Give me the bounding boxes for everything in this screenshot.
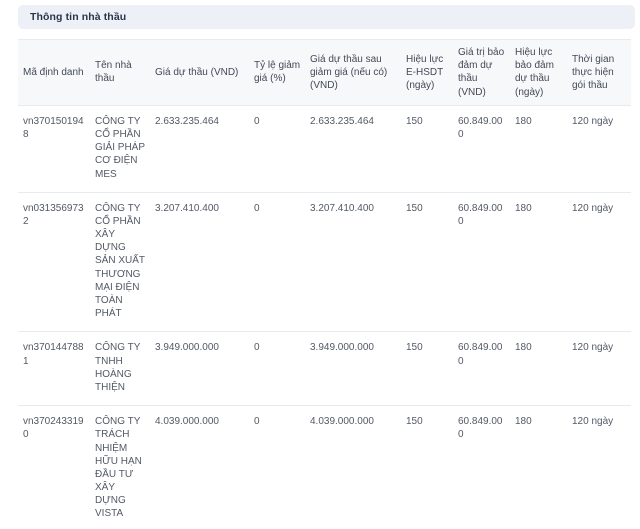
column-header-guarantee_value: Giá trị bảo đảm dự thầu (VND) — [454, 39, 511, 106]
cell-name: CÔNG TY TNHH HOÀNG THIỆN — [91, 331, 151, 407]
cell-ehsdt_validity: 150 — [402, 405, 454, 529]
cell-ehsdt_validity: 150 — [402, 105, 454, 193]
cell-duration: 120 ngày — [568, 331, 631, 407]
table-row: vn3701447881 CÔNG TY TNHH HOÀNG THIỆN 3.94… — [18, 331, 631, 407]
column-header-ehsdt_validity: Hiệu lực E-HSDT (ngày) — [402, 39, 454, 106]
cell-guarantee_validity: 180 — [511, 331, 568, 407]
cell-bid_price: 3.949.000.000 — [151, 331, 250, 407]
cell-ehsdt_validity: 150 — [402, 192, 454, 333]
cell-duration: 120 ngày — [568, 405, 631, 529]
cell-guarantee_value: 60.849.000 — [454, 405, 511, 529]
contractor-info-table: Mã định danh Tên nhà thầu Giá dự thầu (VND… — [18, 39, 631, 529]
cell-discount_rate: 0 — [250, 192, 306, 333]
cell-price_after_discount: 3.207.410.400 — [306, 192, 402, 333]
table-row: vn3702433190 CÔNG TY TRÁCH NHIỆM HỮU HẠN … — [18, 405, 631, 529]
column-header-bid_price: Giá dự thầu (VND) — [151, 39, 250, 106]
table-header-row: Mã định danh Tên nhà thầu Giá dự thầu (VND… — [18, 39, 631, 106]
cell-guarantee_value: 60.849.000 — [454, 105, 511, 193]
contractor-table: Mã định danh Tên nhà thầu Giá dự thầu (VND… — [18, 39, 632, 529]
panel-header: Thông tin nhà thầu — [18, 5, 635, 29]
table-row: vn0313569732 CÔNG TY CỔ PHẦN XÂY DỰNG SẢN… — [18, 192, 631, 333]
cell-id: vn3701501948 — [18, 105, 91, 193]
cell-guarantee_validity: 180 — [511, 192, 568, 333]
column-header-id: Mã định danh — [18, 39, 91, 106]
column-header-price_after_discount: Giá dự thầu sau giảm giá (nếu có) (VND) — [306, 39, 402, 106]
cell-bid_price: 3.207.410.400 — [151, 192, 250, 333]
cell-name: CÔNG TY TRÁCH NHIỆM HỮU HẠN ĐẦU TƯ XÂY D… — [91, 405, 151, 529]
cell-price_after_discount: 4.039.000.000 — [306, 405, 402, 529]
cell-guarantee_validity: 180 — [511, 405, 568, 529]
cell-discount_rate: 0 — [250, 405, 306, 529]
cell-price_after_discount: 3.949.000.000 — [306, 331, 402, 407]
cell-name: CÔNG TY CỔ PHẦN GIẢI PHÁP CƠ ĐIỆN MES — [91, 105, 151, 193]
cell-ehsdt_validity: 150 — [402, 331, 454, 407]
cell-discount_rate: 0 — [250, 331, 306, 407]
cell-guarantee_value: 60.849.000 — [454, 331, 511, 407]
cell-bid_price: 2.633.235.464 — [151, 105, 250, 193]
panel-title: Thông tin nhà thầu — [30, 11, 127, 23]
cell-guarantee_validity: 180 — [511, 105, 568, 193]
cell-duration: 120 ngày — [568, 105, 631, 193]
table-row: vn3701501948 CÔNG TY CỔ PHẦN GIẢI PHÁP CƠ… — [18, 105, 631, 193]
column-header-name: Tên nhà thầu — [91, 39, 151, 106]
cell-discount_rate: 0 — [250, 105, 306, 193]
cell-id: vn0313569732 — [18, 192, 91, 333]
column-header-duration: Thời gian thực hiện gói thầu — [568, 39, 631, 106]
cell-name: CÔNG TY CỔ PHẦN XÂY DỰNG SẢN XUẤT THƯƠNG… — [91, 192, 151, 333]
column-header-guarantee_validity: Hiệu lực bảo đảm dự thầu (ngày) — [511, 39, 568, 106]
cell-guarantee_value: 60.849.000 — [454, 192, 511, 333]
cell-id: vn3702433190 — [18, 405, 91, 529]
cell-duration: 120 ngày — [568, 192, 631, 333]
cell-price_after_discount: 2.633.235.464 — [306, 105, 402, 193]
cell-id: vn3701447881 — [18, 331, 91, 407]
cell-bid_price: 4.039.000.000 — [151, 405, 250, 529]
column-header-discount_rate: Tỷ lệ giảm giá (%) — [250, 39, 306, 106]
